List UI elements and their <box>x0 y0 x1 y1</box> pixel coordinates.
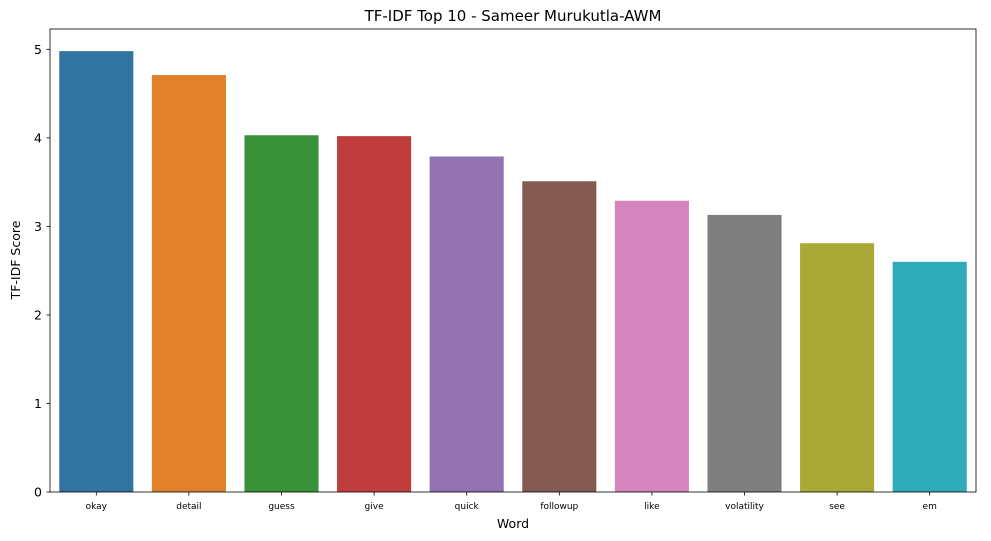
x-tick-label: followup <box>540 502 578 512</box>
bar-detail <box>151 75 226 492</box>
x-tick-label: like <box>644 502 660 512</box>
x-axis-ticks: okay detail guess give quick followup like vola… <box>86 492 937 512</box>
x-tick-label: give <box>365 502 385 512</box>
x-tick-label: volatility <box>725 502 764 512</box>
plot-frame <box>49 28 977 493</box>
chart-title: TF-IDF Top 10 - Sameer Murukutla-AWM <box>364 7 662 25</box>
bar-volatility <box>707 214 782 493</box>
x-tick-label: quick <box>455 502 480 512</box>
bars-group <box>59 51 967 493</box>
bar-like <box>614 200 689 493</box>
bar-quick <box>429 156 504 492</box>
y-tick-label: 3 <box>34 219 42 234</box>
y-axis-ticks: 0 1 2 3 4 5 <box>34 42 50 500</box>
x-tick-label: okay <box>86 502 108 512</box>
y-tick-label: 0 <box>34 485 42 500</box>
bar-see <box>800 243 875 492</box>
y-tick-label: 2 <box>34 307 42 322</box>
bar-em <box>892 261 967 492</box>
y-tick-label: 1 <box>34 396 42 411</box>
bar-okay <box>59 51 134 493</box>
x-axis-label: Word <box>497 516 529 531</box>
x-tick-label: em <box>923 502 937 512</box>
x-tick-label: see <box>829 502 845 512</box>
bar-followup <box>522 181 597 492</box>
y-tick-label: 5 <box>34 42 42 57</box>
y-tick-label: 4 <box>34 130 42 145</box>
x-tick-label: guess <box>268 502 295 512</box>
bar-give <box>337 136 412 493</box>
y-axis-label: TF-IDF Score <box>8 220 23 300</box>
bar-guess <box>244 135 319 492</box>
x-tick-label: detail <box>176 502 201 512</box>
